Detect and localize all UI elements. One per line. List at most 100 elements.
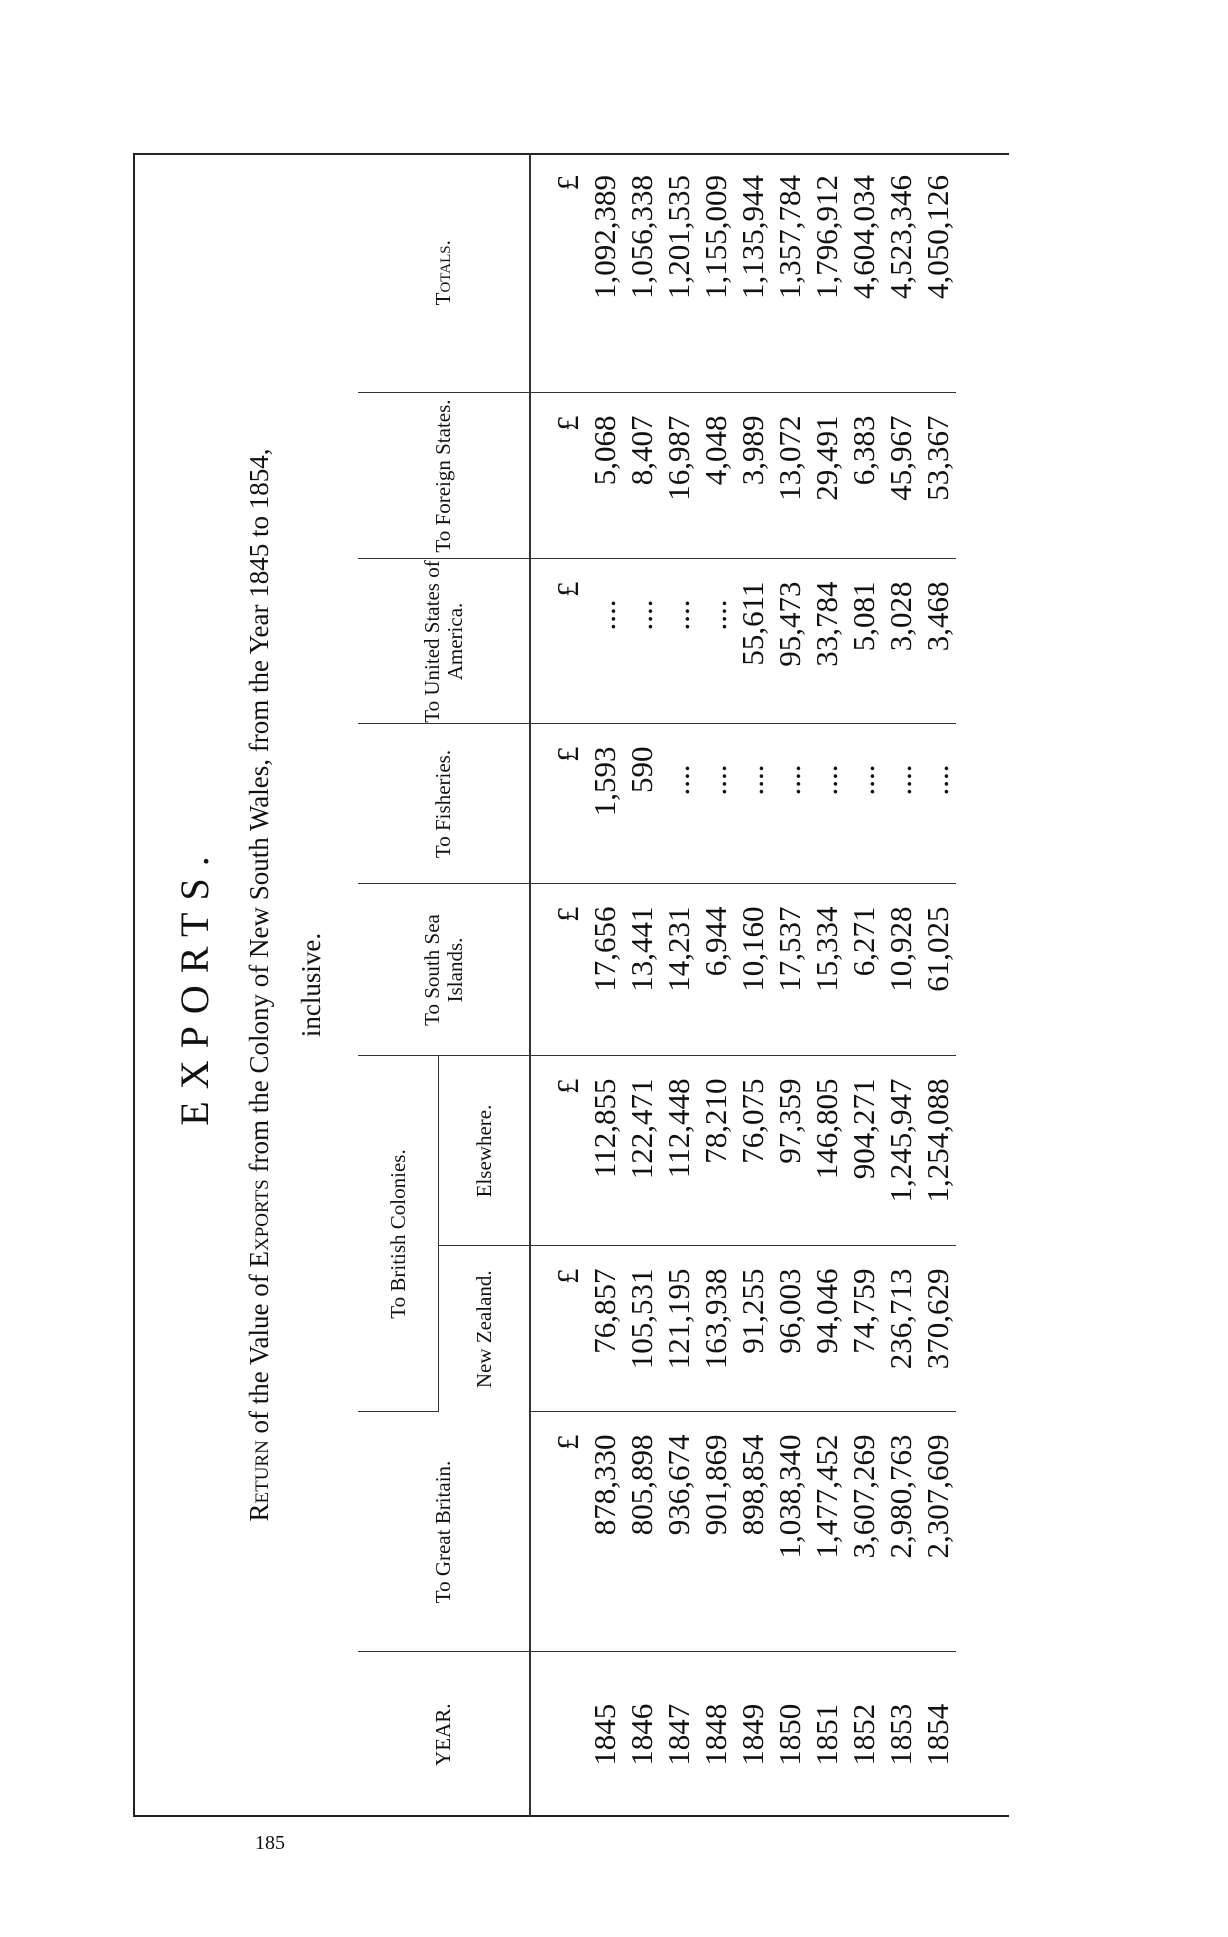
- page-number: 185: [255, 1832, 285, 1854]
- cell-total: 1,092,389: [586, 153, 623, 393]
- cell-new-zealand: 94,046: [808, 1246, 845, 1412]
- table-row: 1849 898,854 91,255 76,075 10,160.... 55,611 3…: [734, 153, 771, 1817]
- cell-new-zealand: 370,629: [919, 1246, 956, 1412]
- cell-foreign: 45,967: [882, 393, 919, 559]
- cell-fisheries: ....: [882, 724, 919, 884]
- cell-south-sea: 17,656: [586, 884, 623, 1056]
- cell-total: 4,604,034: [845, 153, 882, 393]
- subtitle-text-b: from the Colony of New South Wales, from…: [244, 448, 274, 1180]
- header-elsewhere: Elsewhere.: [438, 1056, 530, 1246]
- cell-total: 4,523,346: [882, 153, 919, 393]
- header-fisheries: To Fisheries.: [358, 724, 530, 884]
- cell-total: 1,056,338: [623, 153, 660, 393]
- cell-usa: 3,468: [919, 559, 956, 724]
- subtitle-line2: inclusive.: [296, 932, 326, 1038]
- header-south-sea: To South Sea Islands.: [358, 884, 530, 1056]
- cell-great-britain: 936,674: [660, 1412, 697, 1652]
- currency-cell: £: [530, 724, 586, 884]
- cell-foreign: 6,383: [845, 393, 882, 559]
- currency-cell-empty: [530, 1652, 586, 1817]
- cell-fisheries: ....: [919, 724, 956, 884]
- cell-elsewhere: 112,448: [660, 1056, 697, 1246]
- currency-row: £ £ £ £ £ £ £ £: [530, 153, 586, 1817]
- cell-foreign: 3,989: [734, 393, 771, 559]
- cell-fisheries: ....: [734, 724, 771, 884]
- cell-usa: 3,028: [882, 559, 919, 724]
- currency-cell: £: [530, 1246, 586, 1412]
- cell-total: 1,357,784: [771, 153, 808, 393]
- currency-cell: £: [530, 393, 586, 559]
- table-row: 1846 805,898 105,531 122,471 13,441 590.... 8,…: [623, 153, 660, 1817]
- header-totals: Totals.: [358, 153, 530, 393]
- cell-great-britain: 1,477,452: [808, 1412, 845, 1652]
- cell-elsewhere: 78,210: [697, 1056, 734, 1246]
- exports-table: YEAR. To Great Britain. To British Colon…: [358, 153, 956, 1817]
- cell-year: 1852: [846, 1703, 881, 1766]
- header-year: YEAR.: [431, 1703, 455, 1766]
- table-row: 1851 1,477,452 94,046 146,805 15,334.... 33,7…: [808, 153, 845, 1817]
- cell-foreign: 5,068: [586, 393, 623, 559]
- cell-new-zealand: 121,195: [660, 1246, 697, 1412]
- cell-usa: 95,473: [771, 559, 808, 724]
- cell-south-sea: 61,025: [919, 884, 956, 1056]
- cell-year: 1846: [624, 1703, 659, 1766]
- cell-fisheries: 1,593: [586, 724, 623, 884]
- rotated-page-content: EXPORTS. Return of the Value of Exports …: [133, 153, 1009, 1817]
- cell-elsewhere: 1,254,088: [919, 1056, 956, 1246]
- cell-new-zealand: 74,759: [845, 1246, 882, 1412]
- cell-total: 1,201,535: [660, 153, 697, 393]
- table-frame: [133, 153, 1009, 1817]
- cell-foreign: 16,987: [660, 393, 697, 559]
- cell-usa: ....: [586, 559, 623, 724]
- cell-new-zealand: 96,003: [771, 1246, 808, 1412]
- cell-new-zealand: 163,938: [697, 1246, 734, 1412]
- cell-new-zealand: 236,713: [882, 1246, 919, 1412]
- subtitle: Return of the Value of Exports from the …: [233, 153, 337, 1817]
- cell-south-sea: 10,160: [734, 884, 771, 1056]
- table-row: 1850 1,038,340 96,003 97,359 17,537.... 95,47…: [771, 153, 808, 1817]
- cell-fisheries: ....: [845, 724, 882, 884]
- page-title: EXPORTS.: [172, 844, 217, 1126]
- cell-year: 1847: [661, 1703, 696, 1766]
- cell-elsewhere: 76,075: [734, 1056, 771, 1246]
- header-foreign: To Foreign States.: [358, 393, 530, 559]
- cell-fisheries: ....: [808, 724, 845, 884]
- cell-great-britain: 1,038,340: [771, 1412, 808, 1652]
- cell-fisheries: ....: [660, 724, 697, 884]
- cell-total: 1,155,009: [697, 153, 734, 393]
- cell-year: 1853: [883, 1703, 918, 1766]
- table-row: 1854 2,307,609 370,629 1,254,088 61,025.... 3…: [919, 153, 956, 1817]
- cell-elsewhere: 1,245,947: [882, 1056, 919, 1246]
- cell-year: 1845: [587, 1703, 622, 1766]
- cell-year: 1854: [920, 1703, 955, 1766]
- cell-south-sea: 13,441: [623, 884, 660, 1056]
- cell-usa: ....: [660, 559, 697, 724]
- table-body: £ £ £ £ £ £ £ £ 1845 878,330 76,857 112,855…: [530, 153, 956, 1817]
- table-row: 1848 901,869 163,938 78,210 6,944........ 4,0…: [697, 153, 734, 1817]
- subtitle-text-a: of the Value of: [244, 1267, 274, 1441]
- cell-foreign: 4,048: [697, 393, 734, 559]
- cell-elsewhere: 904,271: [845, 1056, 882, 1246]
- cell-elsewhere: 112,855: [586, 1056, 623, 1246]
- currency-cell: £: [530, 1056, 586, 1246]
- cell-south-sea: 10,928: [882, 884, 919, 1056]
- cell-great-britain: 901,869: [697, 1412, 734, 1652]
- cell-great-britain: 2,307,609: [919, 1412, 956, 1652]
- cell-usa: ....: [623, 559, 660, 724]
- table-row: 1845 878,330 76,857 112,855 17,656 1,593.... 5…: [586, 153, 623, 1817]
- subtitle-exports: Exports: [244, 1179, 274, 1268]
- cell-new-zealand: 105,531: [623, 1246, 660, 1412]
- cell-usa: 33,784: [808, 559, 845, 724]
- header-new-zealand: New Zealand.: [438, 1246, 530, 1412]
- cell-year: 1851: [809, 1703, 844, 1766]
- cell-foreign: 53,367: [919, 393, 956, 559]
- cell-south-sea: 6,944: [697, 884, 734, 1056]
- cell-great-britain: 878,330: [586, 1412, 623, 1652]
- cell-total: 4,050,126: [919, 153, 956, 393]
- cell-south-sea: 17,537: [771, 884, 808, 1056]
- cell-elsewhere: 97,359: [771, 1056, 808, 1246]
- table-row: 1852 3,607,269 74,759 904,271 6,271.... 5,081…: [845, 153, 882, 1817]
- currency-cell: £: [530, 153, 586, 393]
- cell-usa: ....: [697, 559, 734, 724]
- header-usa: To United States of America.: [358, 559, 530, 724]
